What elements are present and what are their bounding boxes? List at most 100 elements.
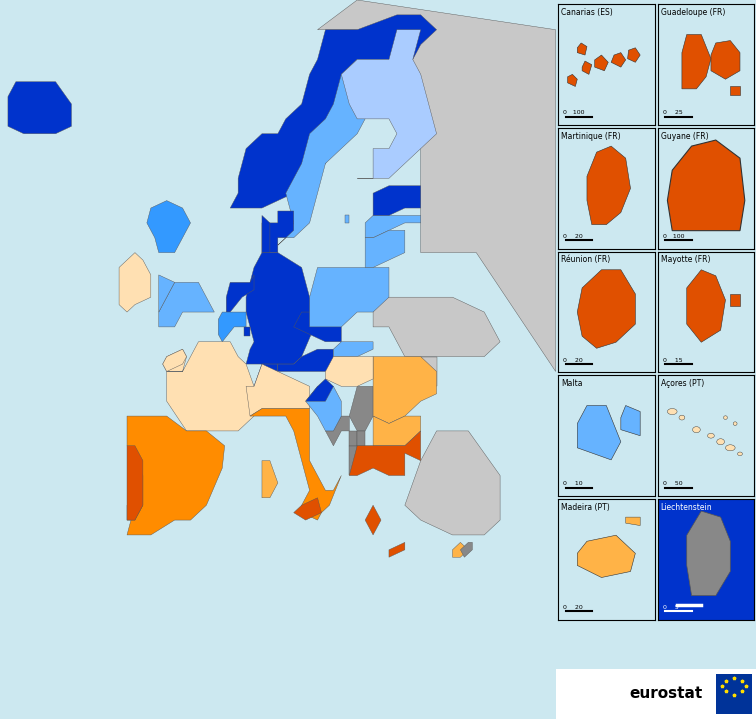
Text: 0    20: 0 20 <box>562 605 583 610</box>
Polygon shape <box>310 267 389 327</box>
Polygon shape <box>568 74 578 86</box>
Polygon shape <box>611 52 626 67</box>
Ellipse shape <box>733 422 737 426</box>
Polygon shape <box>686 511 730 595</box>
Polygon shape <box>127 446 143 520</box>
Polygon shape <box>349 386 373 431</box>
Polygon shape <box>373 416 420 446</box>
Ellipse shape <box>679 415 685 420</box>
Polygon shape <box>373 186 420 216</box>
Polygon shape <box>711 40 740 79</box>
Polygon shape <box>325 416 349 446</box>
Polygon shape <box>357 446 373 461</box>
Polygon shape <box>578 270 635 348</box>
Ellipse shape <box>723 416 727 419</box>
Text: 0    10: 0 10 <box>562 482 582 487</box>
Polygon shape <box>147 201 191 252</box>
Polygon shape <box>325 357 373 386</box>
Text: 0    5: 0 5 <box>662 605 678 610</box>
Polygon shape <box>218 312 246 342</box>
Polygon shape <box>373 357 436 423</box>
Text: Liechtenstein: Liechtenstein <box>661 503 712 512</box>
Polygon shape <box>119 252 150 312</box>
Polygon shape <box>127 416 225 535</box>
Polygon shape <box>345 216 349 223</box>
Polygon shape <box>230 15 436 208</box>
Polygon shape <box>686 270 726 342</box>
Polygon shape <box>277 60 413 245</box>
Polygon shape <box>587 146 631 224</box>
Text: Canarias (ES): Canarias (ES) <box>561 8 612 17</box>
Polygon shape <box>293 312 341 342</box>
Ellipse shape <box>717 439 724 445</box>
Text: Guyane (FR): Guyane (FR) <box>661 132 708 141</box>
Text: Guadeloupe (FR): Guadeloupe (FR) <box>661 8 725 17</box>
Text: Açores (PT): Açores (PT) <box>661 379 704 388</box>
Ellipse shape <box>726 445 735 451</box>
Polygon shape <box>127 461 143 520</box>
Polygon shape <box>405 431 500 535</box>
Polygon shape <box>578 406 621 460</box>
Polygon shape <box>452 542 468 557</box>
Ellipse shape <box>708 434 714 438</box>
Polygon shape <box>627 47 640 63</box>
Polygon shape <box>318 0 556 372</box>
Polygon shape <box>349 431 357 446</box>
Polygon shape <box>626 517 640 526</box>
Polygon shape <box>226 275 254 312</box>
Polygon shape <box>730 86 740 95</box>
Polygon shape <box>621 406 640 436</box>
Text: 0    20: 0 20 <box>562 234 583 239</box>
Text: 0   100: 0 100 <box>562 111 584 116</box>
Polygon shape <box>460 542 472 557</box>
Polygon shape <box>244 327 250 336</box>
Polygon shape <box>341 29 436 178</box>
Polygon shape <box>305 386 341 431</box>
Polygon shape <box>389 542 405 557</box>
Polygon shape <box>349 431 420 475</box>
Polygon shape <box>578 43 587 55</box>
Text: Madeira (PT): Madeira (PT) <box>561 503 609 512</box>
Text: 0    15: 0 15 <box>662 358 682 363</box>
Polygon shape <box>163 342 254 431</box>
Text: eurostat: eurostat <box>629 687 702 701</box>
Polygon shape <box>262 461 277 498</box>
Polygon shape <box>582 61 592 74</box>
Polygon shape <box>305 379 333 401</box>
Polygon shape <box>293 498 321 520</box>
Text: 0    50: 0 50 <box>662 482 682 487</box>
Polygon shape <box>8 82 71 134</box>
Polygon shape <box>246 364 277 394</box>
Polygon shape <box>159 283 215 327</box>
Polygon shape <box>365 505 381 535</box>
Polygon shape <box>262 211 293 252</box>
Polygon shape <box>246 364 310 416</box>
Text: 0    20: 0 20 <box>562 358 583 363</box>
Polygon shape <box>163 349 187 372</box>
Polygon shape <box>159 275 175 312</box>
Polygon shape <box>682 35 711 89</box>
Polygon shape <box>357 431 365 446</box>
Ellipse shape <box>668 408 677 415</box>
Polygon shape <box>595 55 609 70</box>
Polygon shape <box>365 230 405 267</box>
Text: Réunion (FR): Réunion (FR) <box>561 255 610 265</box>
Polygon shape <box>349 446 357 475</box>
Polygon shape <box>333 342 373 357</box>
Polygon shape <box>668 140 745 231</box>
Polygon shape <box>420 357 436 386</box>
Text: 0   100: 0 100 <box>662 234 684 239</box>
Polygon shape <box>730 294 740 306</box>
Text: 0    25: 0 25 <box>662 111 683 116</box>
Polygon shape <box>578 535 635 577</box>
Polygon shape <box>262 216 270 252</box>
Text: Malta: Malta <box>561 379 582 388</box>
Polygon shape <box>373 297 500 357</box>
Polygon shape <box>246 252 318 364</box>
Text: Mayotte (FR): Mayotte (FR) <box>661 255 710 265</box>
Ellipse shape <box>738 452 742 456</box>
Text: Martinique (FR): Martinique (FR) <box>561 132 621 141</box>
Polygon shape <box>277 349 333 372</box>
Polygon shape <box>365 216 420 238</box>
Ellipse shape <box>692 426 700 433</box>
